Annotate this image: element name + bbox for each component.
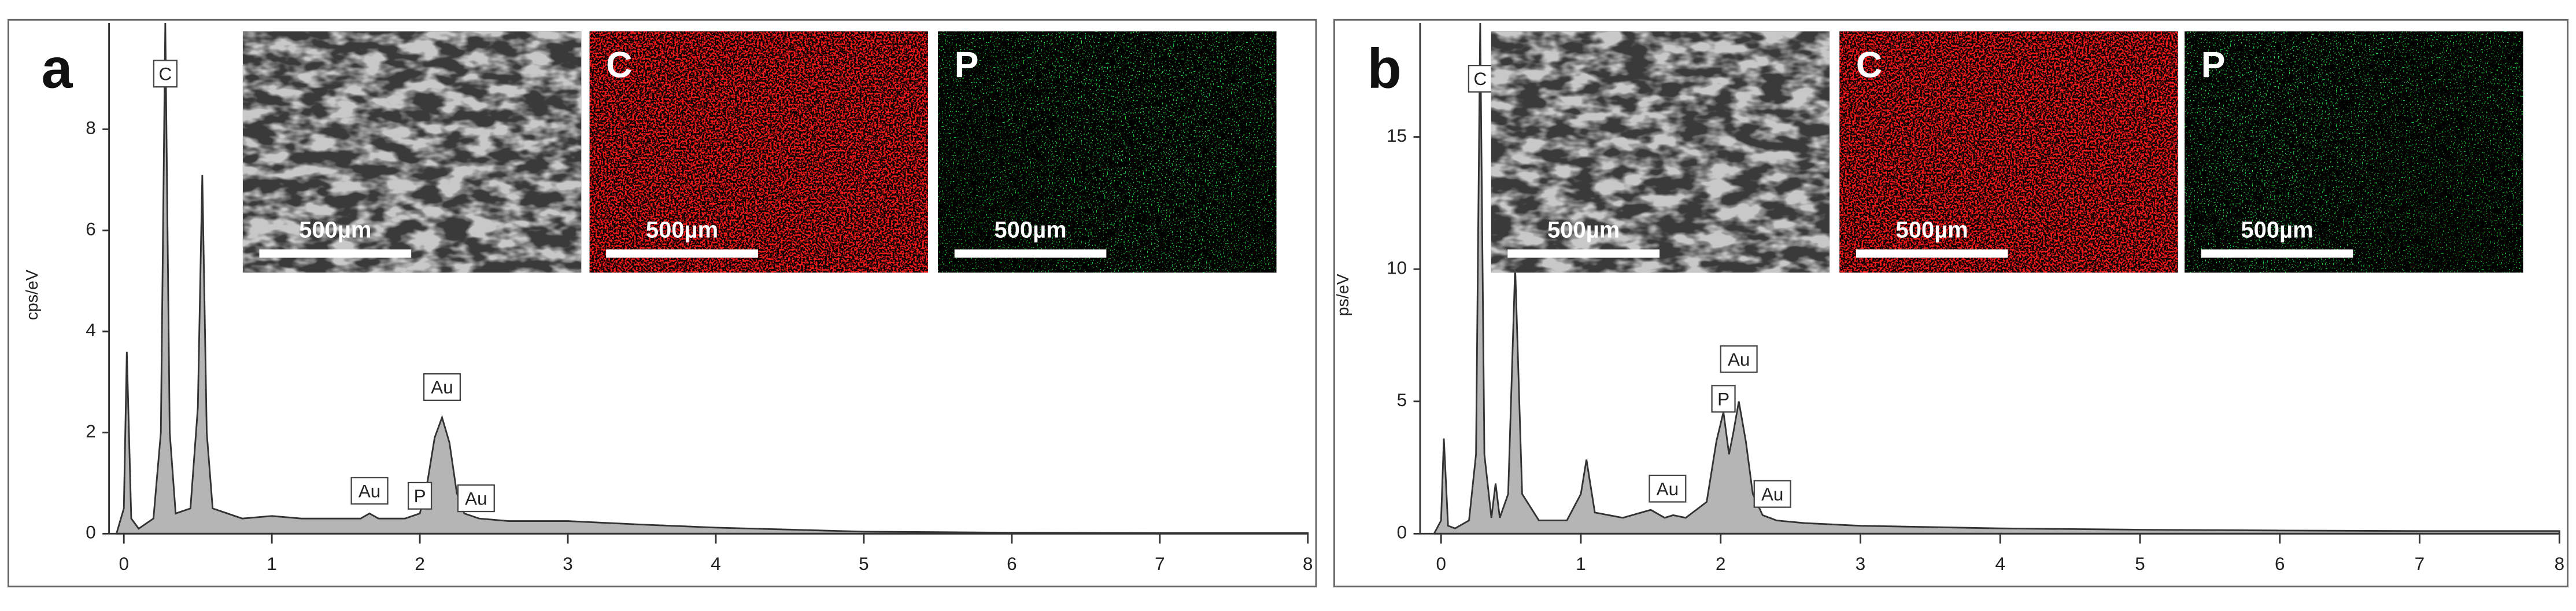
peak-label: C — [159, 64, 172, 84]
y-axis-label: ps/eV — [1334, 274, 1352, 316]
peak-label-box — [423, 373, 461, 401]
x-tick-label: 8 — [1303, 554, 1313, 574]
inset-label: C — [606, 45, 632, 86]
inset-texture — [1839, 31, 2178, 273]
y-tick-label: 6 — [86, 219, 95, 239]
x-tick-label: 4 — [711, 554, 720, 574]
peak-label: P — [414, 486, 426, 506]
x-tick-label: 1 — [1576, 554, 1585, 574]
y-tick-label: 0 — [86, 522, 95, 543]
x-tick-label: 3 — [563, 554, 572, 574]
y-tick-label: 10 — [1387, 257, 1407, 278]
spectrum-area — [115, 23, 1309, 535]
x-tick-label: 3 — [1856, 554, 1865, 574]
peak-label-box — [1720, 345, 1758, 373]
peak-label-box — [153, 60, 178, 88]
inset-texture — [2185, 31, 2523, 273]
scale-bar — [954, 249, 1107, 258]
y-tick-label: 2 — [86, 421, 95, 441]
inset-texture — [938, 31, 1277, 273]
peak-label: Au — [1728, 349, 1750, 370]
y-axis-label: cps/eV — [23, 270, 42, 320]
peak-label: Au — [1657, 479, 1679, 499]
y-tick-label: 4 — [86, 320, 95, 340]
scale-bar — [2201, 249, 2353, 258]
spectrum-area — [1433, 23, 2560, 535]
y-tick-label: 8 — [86, 118, 95, 138]
panel-frame — [1333, 19, 2569, 588]
inset-label: P — [2201, 45, 2226, 86]
y-tick-label: 15 — [1387, 126, 1407, 146]
x-tick-label: 5 — [2135, 554, 2145, 574]
peak-label: Au — [431, 377, 453, 397]
x-tick-label: 7 — [2415, 554, 2425, 574]
scale-bar-label: 500µm — [1547, 217, 1620, 242]
peak-label: C — [1474, 69, 1487, 89]
scale-bar — [1507, 249, 1660, 258]
scale-bar — [259, 249, 412, 258]
inset-texture — [589, 31, 928, 273]
inset-label: C — [1856, 45, 1882, 86]
inset-texture — [1491, 31, 1830, 273]
x-tick-label: 5 — [859, 554, 868, 574]
x-tick-label: 2 — [415, 554, 424, 574]
peak-label: Au — [359, 481, 380, 501]
x-tick-label: 0 — [119, 554, 128, 574]
peak-label: Au — [465, 488, 487, 509]
y-tick-label: 5 — [1397, 390, 1407, 410]
scale-bar — [606, 249, 758, 258]
peak-label-box — [1468, 65, 1493, 93]
peak-label-box — [1649, 474, 1687, 503]
x-tick-label: 7 — [1155, 554, 1165, 574]
panel-label: b — [1368, 36, 1402, 100]
scale-bar-label: 500µm — [994, 217, 1066, 242]
y-tick-label: 0 — [1397, 522, 1407, 543]
peak-label: P — [1717, 389, 1729, 409]
x-tick-label: 4 — [1995, 554, 2005, 574]
scale-bar-label: 500µm — [299, 217, 371, 242]
peak-label: Au — [1761, 484, 1783, 505]
peak-label-box — [1711, 385, 1736, 413]
scale-bar-label: 500µm — [646, 217, 718, 242]
scale-bar — [1856, 249, 2008, 258]
inset-texture — [242, 31, 582, 273]
scale-bar-label: 500µm — [1896, 217, 1968, 242]
inset-label: P — [955, 45, 979, 86]
x-tick-label: 8 — [2555, 554, 2564, 574]
panel-label: a — [42, 36, 73, 100]
x-tick-label: 2 — [1716, 554, 1725, 574]
scale-bar-label: 500µm — [2241, 217, 2313, 242]
peak-label-box — [407, 481, 433, 510]
x-tick-label: 1 — [267, 554, 276, 574]
x-tick-label: 6 — [1007, 554, 1017, 574]
x-tick-label: 6 — [2275, 554, 2285, 574]
peak-label-box — [457, 484, 495, 513]
peak-label-box — [350, 477, 389, 505]
panel-frame — [7, 19, 1317, 588]
x-tick-label: 0 — [1436, 554, 1446, 574]
peak-label-box — [1753, 480, 1791, 508]
